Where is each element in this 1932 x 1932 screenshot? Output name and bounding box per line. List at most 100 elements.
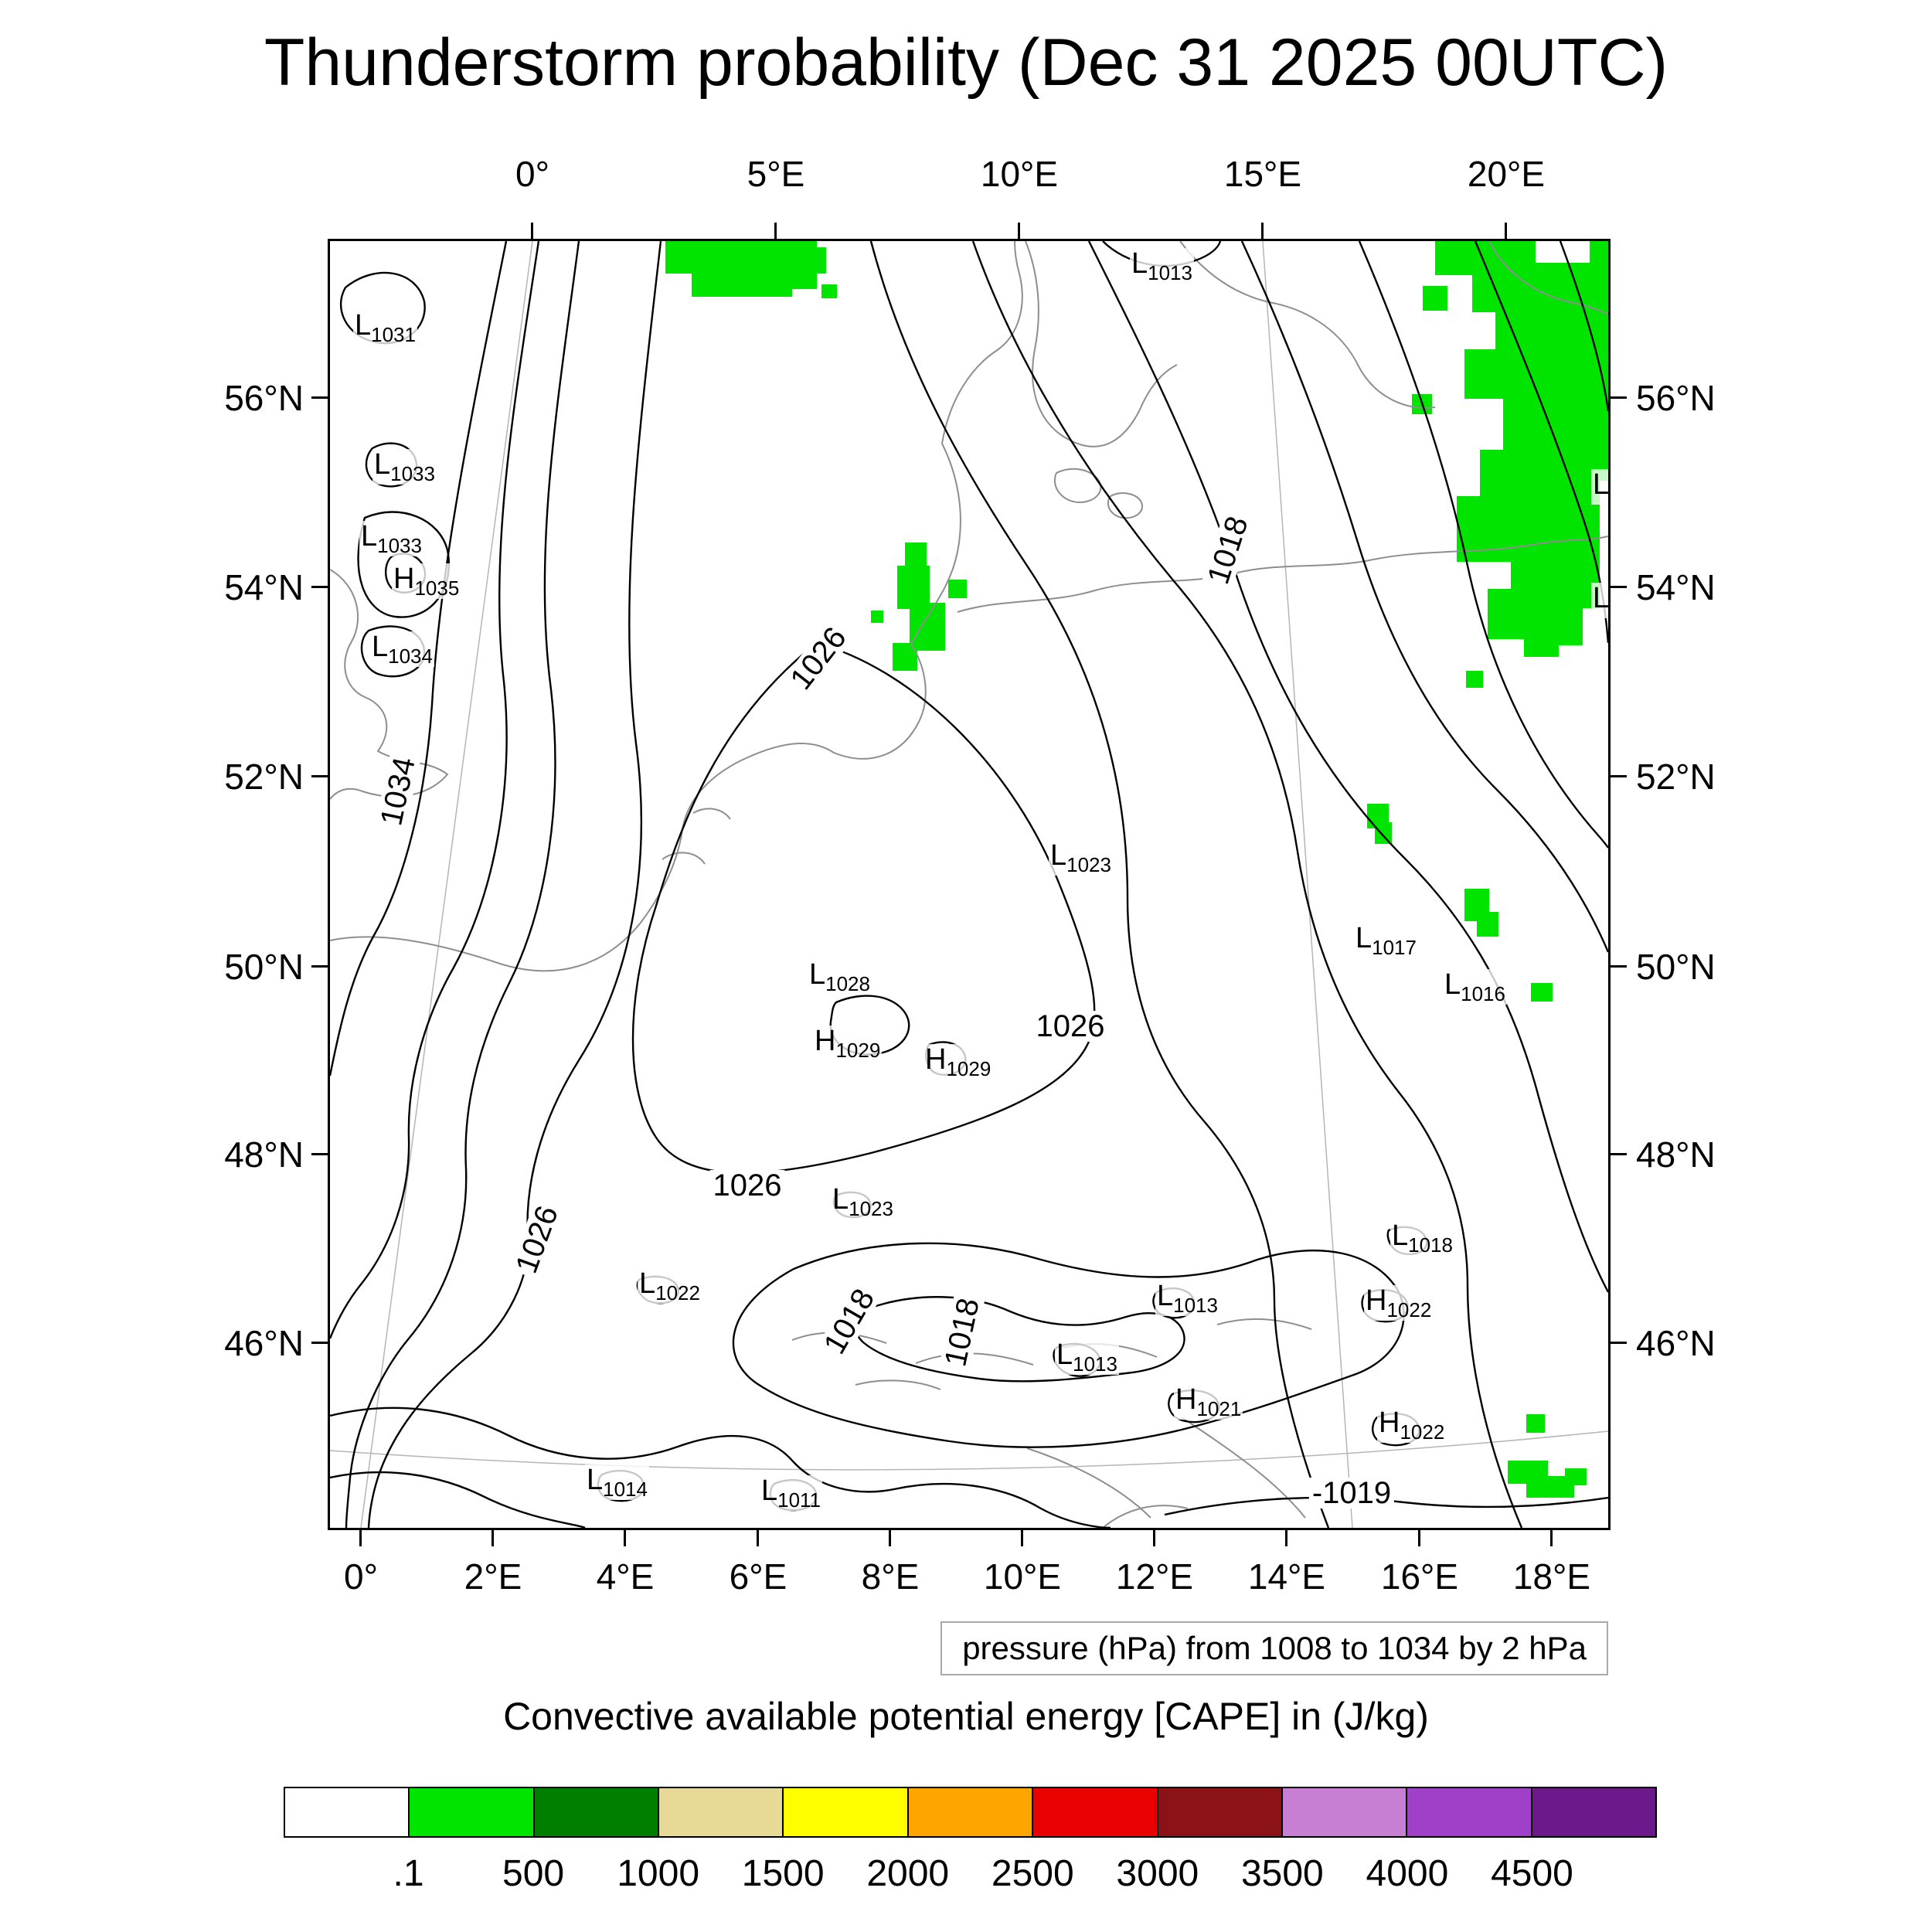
colorbar-tick-label: 2500: [991, 1853, 1074, 1894]
pressure-center-low: L1013: [1155, 1280, 1219, 1317]
pressure-center-low: L1016: [1443, 968, 1507, 1005]
colorbar-cell: [532, 1787, 660, 1838]
cape-area: [1531, 983, 1553, 1002]
cape-area: [897, 566, 930, 609]
axis-tick-top: [1018, 223, 1020, 241]
colorbar-tick-label: 4000: [1366, 1853, 1449, 1894]
colorbar-tick-label: 4500: [1491, 1853, 1573, 1894]
axis-tick-right: [1608, 1153, 1627, 1155]
axis-label-bottom: 18°E: [1512, 1556, 1591, 1597]
axis-tick-bottom: [1285, 1528, 1287, 1546]
axis-tick-bottom: [624, 1528, 626, 1546]
cape-area: [910, 603, 945, 651]
pressure-caption: pressure (hPa) from 1008 to 1034 by 2 hP…: [940, 1621, 1608, 1676]
axis-label-top: 0°: [515, 154, 549, 194]
colorbar-cell: [408, 1787, 535, 1838]
cape-area: [1466, 671, 1483, 688]
axis-tick-right: [1608, 396, 1627, 399]
colorbar-cell: [1530, 1787, 1657, 1838]
axis-tick-right: [1608, 775, 1627, 777]
axis-label-left: 50°N: [224, 947, 304, 987]
colorbar-tick-label: 1500: [741, 1853, 825, 1894]
axis-tick-left: [311, 1153, 330, 1155]
isobar-value-label: 1034: [374, 751, 422, 832]
isobar-contours: [330, 241, 1608, 1528]
axis-tick-left: [311, 586, 330, 588]
axis-tick-bottom: [1153, 1528, 1155, 1546]
axis-label-bottom: 4°E: [596, 1556, 655, 1597]
weather-map: L1031 L1033 L1033 H1035 L1034 L1013 L1023 L1028…: [328, 239, 1611, 1530]
pressure-center-low: L1033: [359, 520, 423, 557]
map-label-layer: L1031 L1033 L1033 H1035 L1034 L1013 L1023 L1028…: [330, 241, 1608, 1528]
axis-label-right: 46°N: [1636, 1323, 1716, 1363]
axis-label-bottom: 16°E: [1380, 1556, 1459, 1597]
axis-label-left: 48°N: [224, 1134, 304, 1175]
axis-tick-bottom: [359, 1528, 362, 1546]
graticule-lines: [330, 241, 1608, 1528]
isobar-value-label: 1018: [1201, 509, 1255, 591]
pressure-center-low: L1028: [808, 958, 872, 995]
pressure-center-high: H1029: [813, 1025, 883, 1062]
cape-area: [1565, 1468, 1587, 1485]
isobar-value-label: 1026: [783, 619, 854, 698]
colorbar-cell: [1032, 1787, 1158, 1838]
cape-area: [1375, 822, 1392, 844]
colorbar-tick-label: 1000: [617, 1853, 700, 1894]
pressure-center-low: L: [1591, 469, 1608, 505]
colorbar-cell: [782, 1787, 909, 1838]
axis-label-bottom: 14°E: [1247, 1556, 1326, 1597]
colorbar-tick-label: .1: [393, 1853, 424, 1894]
axis-label-left: 52°N: [224, 757, 304, 797]
pressure-center-low: L1022: [638, 1267, 702, 1304]
axis-tick-right: [1608, 586, 1627, 588]
axis-label-bottom: 6°E: [729, 1556, 787, 1597]
colorbar-cell: [1156, 1787, 1283, 1838]
cape-area: [948, 580, 967, 598]
pressure-center-high: H1035: [392, 563, 461, 600]
axis-tick-bottom: [889, 1528, 891, 1546]
axis-tick-top: [531, 223, 533, 241]
isobar-value-label: 1026: [709, 1170, 785, 1201]
axis-label-top: 15°E: [1223, 154, 1302, 194]
colorbar-tick-label: 500: [502, 1853, 565, 1894]
axis-tick-bottom: [1021, 1528, 1023, 1546]
isobar-value-label: -1019: [1308, 1478, 1395, 1509]
axis-label-top: 10°E: [980, 154, 1059, 194]
axis-tick-top: [774, 223, 777, 241]
axis-label-bottom: 10°E: [983, 1556, 1062, 1597]
map-canvas: [330, 241, 1608, 1528]
isobar-value-label: 1018: [817, 1281, 882, 1362]
pressure-center-low: L1034: [370, 631, 434, 668]
cape-area: [821, 284, 837, 298]
cape-colorbar: [284, 1787, 1657, 1838]
axis-label-right: 52°N: [1636, 757, 1716, 797]
cape-area: [1503, 369, 1604, 465]
colorbar-title: Convective available potential energy [C…: [503, 1695, 1429, 1738]
pressure-center-high: H1021: [1174, 1383, 1243, 1420]
colorbar-cell: [658, 1787, 784, 1838]
colorbar-tick-label: 3500: [1240, 1853, 1324, 1894]
pressure-center-high: H1029: [923, 1043, 993, 1080]
axis-tick-top: [1505, 223, 1507, 241]
axis-label-top: 20°E: [1467, 154, 1546, 194]
pressure-center-high: H1022: [1364, 1284, 1434, 1321]
pressure-center-low: L1013: [1130, 247, 1194, 284]
axis-tick-right: [1608, 965, 1627, 968]
axis-label-bottom: 2°E: [464, 1556, 522, 1597]
axis-tick-bottom: [757, 1528, 759, 1546]
cape-area: [1524, 626, 1559, 657]
pressure-center-low: L1011: [760, 1475, 823, 1512]
colorbar-cell: [284, 1787, 410, 1838]
axis-tick-left: [311, 775, 330, 777]
axis-label-left: 46°N: [224, 1323, 304, 1363]
axis-label-bottom: 8°E: [861, 1556, 920, 1597]
cape-area: [1526, 1414, 1545, 1433]
axis-label-top: 5°E: [747, 154, 805, 194]
pressure-center-low: L1018: [1390, 1219, 1454, 1257]
colorbar-cell: [1281, 1787, 1408, 1838]
axis-tick-bottom: [1550, 1528, 1553, 1546]
axis-tick-left: [311, 965, 330, 968]
colorbar-cell: [1406, 1787, 1532, 1838]
axis-label-bottom: 0°: [344, 1556, 378, 1597]
